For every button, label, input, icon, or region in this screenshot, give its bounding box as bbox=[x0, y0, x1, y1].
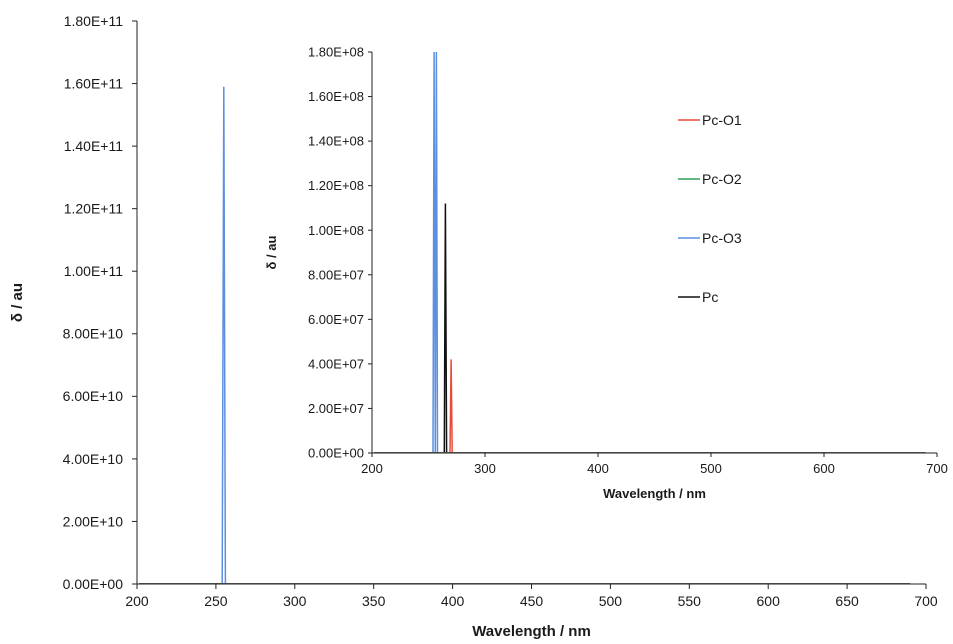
main-y-tick-label: 1.20E+11 bbox=[64, 201, 124, 217]
inset-series-pc-o3-line bbox=[432, 51, 439, 454]
main-y-tick-label: 2.00E+10 bbox=[63, 513, 124, 529]
main-x-tick-label: 400 bbox=[441, 593, 465, 609]
inset-y-tick-label: 1.60E+08 bbox=[308, 89, 364, 104]
inset-x-tick-label: 600 bbox=[813, 461, 835, 476]
inset-series-pc-o1-line bbox=[449, 359, 453, 454]
main-y-tick-label: 4.00E+10 bbox=[63, 451, 124, 467]
inset-y-axis-title: δ / au bbox=[264, 235, 279, 269]
inset-y-tick-label: 1.20E+08 bbox=[308, 178, 364, 193]
inset-y-tick-label: 1.80E+08 bbox=[308, 45, 364, 60]
main-x-tick-label: 300 bbox=[283, 593, 307, 609]
main-x-tick-label: 200 bbox=[125, 593, 149, 609]
main-y-tick-label: 0.00E+00 bbox=[63, 576, 124, 592]
main-chart: 0.00E+00 2.00E+10 4.00E+10 6.00E+10 8.00E+10… bbox=[9, 13, 938, 640]
inset-y-tick-label: 8.00E+07 bbox=[308, 267, 364, 282]
main-y-tick-label: 1.00E+11 bbox=[64, 263, 124, 279]
legend-label-pc-o3: Pc-O3 bbox=[702, 230, 742, 246]
main-x-tick-label: 500 bbox=[599, 593, 623, 609]
main-y-tick-label: 8.00E+10 bbox=[63, 326, 124, 342]
inset-y-tick-label: 4.00E+07 bbox=[308, 356, 364, 371]
main-y-tick-label: 1.40E+11 bbox=[64, 138, 124, 154]
main-x-tick-label: 650 bbox=[835, 593, 859, 609]
inset-y-tick-label: 6.00E+07 bbox=[308, 312, 364, 327]
main-y-tick-label: 1.80E+11 bbox=[64, 13, 124, 29]
inset-x-tick-label: 400 bbox=[587, 461, 609, 476]
main-x-tick-label: 550 bbox=[678, 593, 702, 609]
main-x-tick-label: 600 bbox=[757, 593, 781, 609]
inset-x-axis-title: Wavelength / nm bbox=[603, 486, 706, 501]
inset-x-tick-label: 500 bbox=[700, 461, 722, 476]
inset-y-tick-label: 2.00E+07 bbox=[308, 401, 364, 416]
main-y-axis-title: δ / au bbox=[9, 283, 26, 322]
inset-series-pc-line bbox=[443, 203, 448, 454]
main-series-pc-o3-line bbox=[221, 86, 227, 585]
main-y-tick-label: 6.00E+10 bbox=[63, 388, 124, 404]
inset-y-tick-label: 0.00E+00 bbox=[308, 446, 364, 461]
inset-x-tick-label: 300 bbox=[474, 461, 496, 476]
legend-label-pc: Pc bbox=[702, 289, 718, 305]
legend-label-pc-o2: Pc-O2 bbox=[702, 171, 742, 187]
main-y-tick-label: 1.60E+11 bbox=[64, 75, 124, 91]
main-x-axis-title: Wavelength / nm bbox=[472, 623, 591, 640]
main-x-tick-label: 250 bbox=[204, 593, 228, 609]
main-x-tick-label: 350 bbox=[362, 593, 386, 609]
legend-label-pc-o1: Pc-O1 bbox=[702, 112, 742, 128]
main-x-tick-label: 700 bbox=[914, 593, 938, 609]
inset-x-tick-label: 700 bbox=[926, 461, 948, 476]
inset-x-tick-label: 200 bbox=[361, 461, 383, 476]
main-x-tick-label: 450 bbox=[520, 593, 544, 609]
inset-y-tick-label: 1.00E+08 bbox=[308, 223, 364, 238]
inset-chart: 0.00E+00 2.00E+07 4.00E+07 6.00E+07 8.00E+07… bbox=[264, 45, 948, 501]
inset-y-tick-label: 1.40E+08 bbox=[308, 134, 364, 149]
